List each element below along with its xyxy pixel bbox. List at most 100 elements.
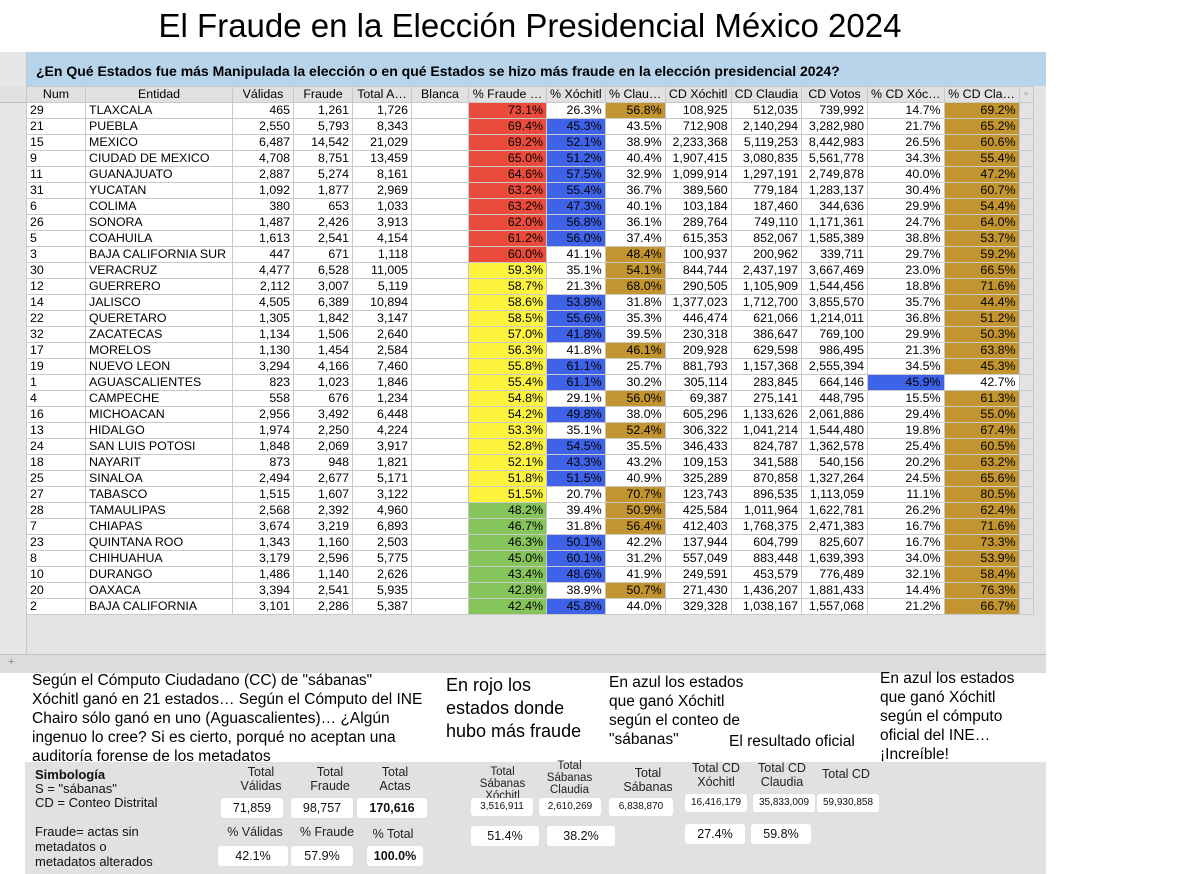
table-cell[interactable] (411, 262, 469, 279)
table-cell[interactable]: 53.7% (943, 230, 1020, 247)
table-cell[interactable]: 56.0% (604, 390, 666, 407)
table-cell[interactable]: 62.4% (943, 502, 1020, 519)
table-cell[interactable]: 448,795 (801, 390, 869, 407)
table-cell[interactable]: 8,161 (352, 166, 412, 183)
column-header[interactable]: % CD Cla… (943, 86, 1020, 103)
table-cell[interactable]: 2,626 (352, 566, 412, 583)
table-cell[interactable]: 4,477 (232, 262, 294, 279)
table-cell[interactable] (411, 518, 469, 535)
table-cell[interactable]: 41.8% (546, 326, 606, 343)
table-cell[interactable] (411, 342, 469, 359)
table-cell[interactable] (411, 390, 469, 407)
table-cell[interactable]: 43.3% (546, 454, 606, 471)
table-cell[interactable]: 37.4% (604, 230, 666, 247)
table-cell[interactable]: 1,283,137 (801, 182, 869, 199)
table-cell[interactable]: 2,140,294 (730, 118, 803, 135)
table-cell[interactable]: 2,541 (293, 582, 353, 599)
table-cell[interactable]: 1,134 (232, 326, 294, 343)
table-cell[interactable]: 1,011,964 (730, 502, 803, 519)
table-cell[interactable]: 45.3% (943, 358, 1020, 375)
table-cell[interactable]: 46.1% (604, 342, 666, 359)
table-cell[interactable]: 1,305 (232, 310, 294, 327)
table-cell[interactable]: 58.7% (468, 278, 547, 295)
table-cell[interactable]: 43.2% (604, 454, 666, 471)
table-cell[interactable]: 1,613 (232, 230, 294, 247)
table-cell[interactable]: 40.1% (604, 198, 666, 215)
table-cell[interactable]: 1,821 (352, 454, 412, 471)
table-cell[interactable]: 271,430 (664, 582, 732, 599)
table-cell[interactable]: 1,848 (232, 438, 294, 455)
table-cell[interactable]: 38.8% (867, 230, 945, 247)
table-cell[interactable]: 5,274 (293, 166, 353, 183)
table-cell[interactable]: 29.9% (867, 326, 945, 343)
table-cell[interactable]: 306,322 (664, 422, 732, 439)
table-cell[interactable] (411, 374, 469, 391)
table-cell[interactable]: 43.4% (468, 566, 547, 583)
table-cell[interactable]: 305,114 (664, 374, 732, 391)
table-cell[interactable] (411, 166, 469, 183)
table-cell[interactable]: 1,092 (232, 182, 294, 199)
table-cell[interactable]: 1,768,375 (730, 518, 803, 535)
table-cell[interactable]: 100,937 (664, 246, 732, 263)
table-cell[interactable]: 883,448 (730, 550, 803, 567)
table-cell[interactable]: CHIHUAHUA (85, 550, 233, 567)
table-cell[interactable]: 35.1% (546, 422, 606, 439)
table-cell[interactable]: 1,343 (232, 534, 294, 551)
table-cell[interactable]: 5,119 (352, 278, 412, 295)
table-cell[interactable]: 60.5% (943, 438, 1020, 455)
table-cell[interactable]: 21.2% (867, 598, 945, 615)
table-cell[interactable]: 604,799 (730, 534, 803, 551)
table-cell[interactable]: 60.7% (943, 182, 1020, 199)
table-cell[interactable]: 29.7% (867, 246, 945, 263)
table-cell[interactable]: 64.0% (943, 214, 1020, 231)
table-cell[interactable]: 1,712,700 (730, 294, 803, 311)
table-cell[interactable]: 38.9% (546, 582, 606, 599)
table-cell[interactable]: 30 (26, 262, 86, 279)
table-cell[interactable]: 47.3% (546, 198, 606, 215)
table-cell[interactable]: 3,282,980 (801, 118, 869, 135)
table-cell[interactable]: 1,038,167 (730, 598, 803, 615)
table-cell[interactable]: 61.3% (943, 390, 1020, 407)
table-cell[interactable]: 55.4% (468, 374, 547, 391)
table-cell[interactable]: 21 (26, 118, 86, 135)
table-cell[interactable]: 6,528 (293, 262, 353, 279)
table-cell[interactable]: 290,505 (664, 278, 732, 295)
table-cell[interactable]: 30.2% (604, 374, 666, 391)
table-cell[interactable]: 8 (26, 550, 86, 567)
table-cell[interactable]: 1,362,578 (801, 438, 869, 455)
add-column-icon[interactable]: ÷ (1018, 86, 1034, 103)
table-cell[interactable]: 605,296 (664, 406, 732, 423)
table-cell[interactable]: 3,294 (232, 358, 294, 375)
column-header[interactable]: Entidad (85, 86, 233, 103)
table-cell[interactable]: 55.4% (943, 150, 1020, 167)
table-cell[interactable]: 1,033 (352, 198, 412, 215)
table-cell[interactable]: 32.9% (604, 166, 666, 183)
table-cell[interactable]: 41.9% (604, 566, 666, 583)
table-cell[interactable]: 339,711 (801, 246, 869, 263)
table-cell[interactable]: 1,726 (352, 102, 412, 119)
table-cell[interactable]: 1,113,059 (801, 486, 869, 503)
table-cell[interactable] (411, 182, 469, 199)
table-cell[interactable]: 2,286 (293, 598, 353, 615)
table-cell[interactable]: 3,122 (352, 486, 412, 503)
column-header[interactable]: Total A… (352, 86, 412, 103)
table-cell[interactable]: 3,855,570 (801, 294, 869, 311)
table-cell[interactable]: 6,389 (293, 294, 353, 311)
table-cell[interactable]: 3,147 (352, 310, 412, 327)
table-cell[interactable]: 512,035 (730, 102, 803, 119)
table-cell[interactable]: 42.4% (468, 598, 547, 615)
column-header[interactable]: % Clau… (604, 86, 666, 103)
table-cell[interactable]: 31.8% (604, 294, 666, 311)
table-cell[interactable]: 1,486 (232, 566, 294, 583)
table-cell[interactable]: 54.1% (604, 262, 666, 279)
table-cell[interactable]: TAMAULIPAS (85, 502, 233, 519)
table-cell[interactable]: 3,101 (232, 598, 294, 615)
table-cell[interactable]: 21.3% (546, 278, 606, 295)
table-cell[interactable]: 11 (26, 166, 86, 183)
table-cell[interactable]: 1,907,415 (664, 150, 732, 167)
table-cell[interactable]: 389,560 (664, 182, 732, 199)
table-cell[interactable]: 20 (26, 582, 86, 599)
table-cell[interactable]: 80.5% (943, 486, 1020, 503)
table-cell[interactable] (411, 566, 469, 583)
column-header[interactable]: Válidas (232, 86, 294, 103)
